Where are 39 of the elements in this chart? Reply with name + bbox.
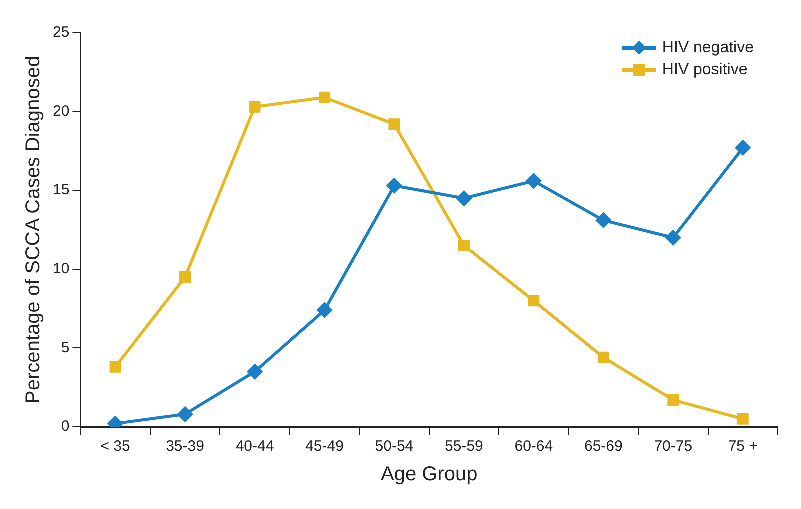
point <box>526 174 542 189</box>
point <box>596 213 612 228</box>
point <box>458 240 470 252</box>
y-tick-label: 15 <box>52 182 70 199</box>
x-axis-title: Age Group <box>380 464 478 486</box>
point <box>248 364 263 380</box>
x-tick-label: 45-49 <box>306 438 344 456</box>
point <box>528 295 540 307</box>
point <box>388 118 400 130</box>
x-tick-label: < 35 <box>100 438 130 456</box>
y-tick-label: 5 <box>61 339 70 356</box>
x-tick-label: 50-54 <box>375 438 414 456</box>
x-tick-label: 70-75 <box>654 438 693 456</box>
point <box>178 406 193 422</box>
x-tick-label: 35-39 <box>166 438 204 456</box>
x-tick-label: 60-64 <box>514 438 554 456</box>
point <box>598 352 610 364</box>
point <box>456 190 472 206</box>
point <box>737 413 749 425</box>
point <box>180 272 192 284</box>
y-axis-title: Percentage of SCCA Cases Diagnosed <box>22 56 45 404</box>
y-tick-label: 0 <box>61 418 70 436</box>
x-tick-label: 65-69 <box>584 438 623 456</box>
point <box>317 302 332 318</box>
legend-label: HIV negative <box>662 39 754 56</box>
x-tick-label: 55-59 <box>445 438 484 456</box>
point <box>736 140 751 156</box>
y-tick-label: 10 <box>52 260 70 278</box>
legend-label: HIV positive <box>662 61 748 78</box>
point <box>668 394 680 406</box>
point <box>386 178 402 194</box>
point <box>249 101 261 113</box>
point <box>319 92 330 104</box>
point <box>110 361 122 373</box>
x-tick-label: 75 + <box>728 438 758 456</box>
y-tick-label: 25 <box>52 24 70 42</box>
y-tick-label: 20 <box>52 102 70 120</box>
x-tick-label: 40-44 <box>236 438 274 456</box>
point <box>666 230 681 246</box>
